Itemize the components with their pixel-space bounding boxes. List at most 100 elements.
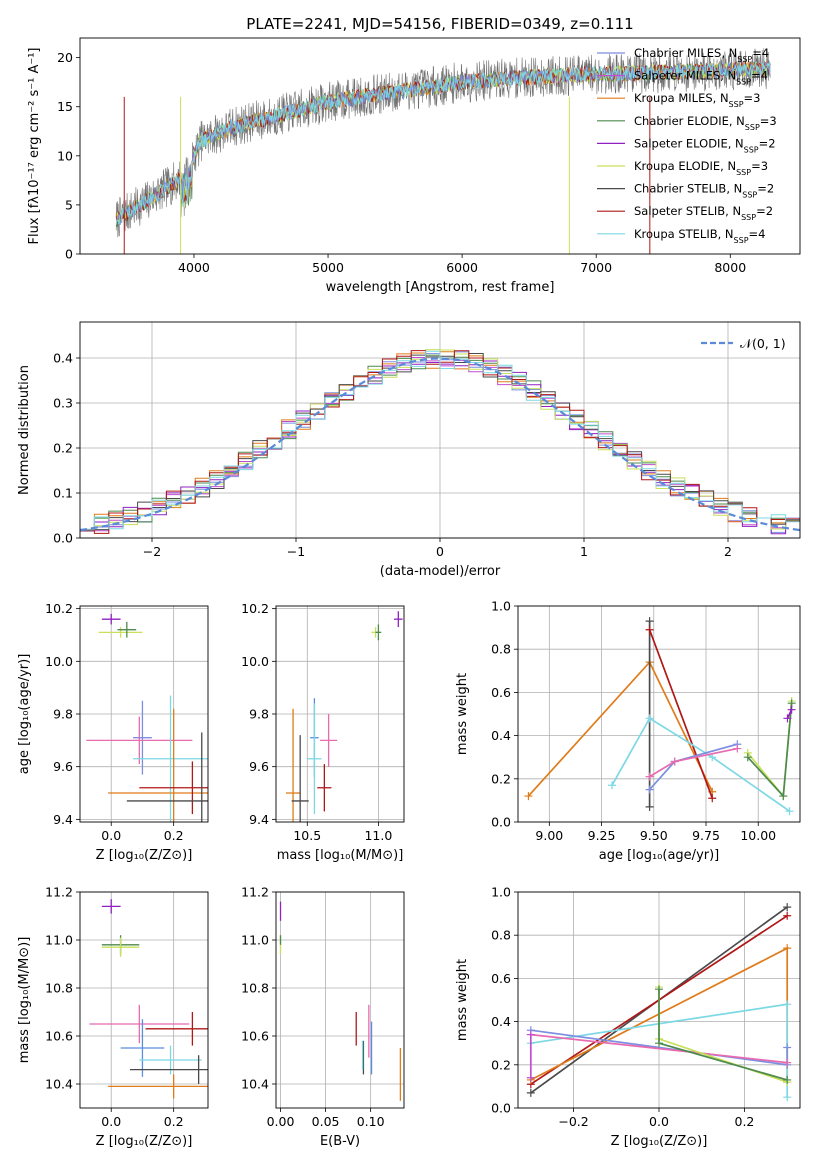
x-tick-label: 0.10: [357, 1114, 385, 1129]
weight-marker: [526, 1073, 535, 1082]
point-krou_elodie: [98, 627, 143, 638]
y-tick-label: 11.2: [45, 885, 73, 900]
spectrum-legend: Chabrier MILES, NSSP=4 Salpeter MILES, NS…: [597, 46, 777, 244]
weight-series-krou_stelib: [611, 717, 791, 812]
y-tick-label: 0.0: [491, 815, 511, 830]
point-chab_miles: [133, 700, 152, 775]
x-axis-label: (data-model)/error: [380, 564, 501, 579]
y-tick-label: 9.4: [53, 812, 73, 827]
y-tick-label: 10.2: [241, 601, 269, 616]
y-tick-label: 1.0: [491, 599, 511, 614]
plot-area: [285, 611, 403, 822]
grid: [276, 891, 404, 1108]
x-axis-label: Z [log₁₀(Z/Z⊙)]: [611, 1134, 708, 1149]
point-krou_miles: [108, 1074, 208, 1099]
y-tick-label: 0.6: [491, 685, 511, 700]
x-tick-label: 0.2: [164, 1114, 184, 1129]
figure-title: PLATE=2241, MJD=54156, FIBERID=0349, z=0…: [246, 15, 633, 33]
y-tick-label: 10.8: [45, 981, 73, 996]
plot-area: [89, 899, 208, 1099]
y-axis-label: age [log₁₀(age/yr)]: [17, 654, 32, 775]
axes: 10.5 11.0 9.4 9.6 9.8 10.0 10.2 mass [log₁₀(M/M…: [241, 601, 405, 863]
x-tick-label: −1: [287, 544, 305, 559]
panel-age_vs_mass: 10.5 11.0 9.4 9.6 9.8 10.0 10.2 mass [log₁₀(M/M…: [241, 601, 405, 863]
x-tick-label: 0.0: [101, 1114, 121, 1129]
point-salp_stelib: [145, 1012, 208, 1046]
weight-marker: [526, 1030, 535, 1039]
weight-marker: [783, 1058, 792, 1067]
y-tick-label: 10.2: [45, 601, 73, 616]
point-krou_stelib: [307, 703, 322, 815]
weight-marker: [785, 807, 794, 816]
plot-area: [524, 617, 796, 816]
plot-area: [526, 903, 792, 1102]
point-salp_elodie: [394, 611, 403, 628]
weight-series-salp_elodie: [786, 709, 793, 719]
y-tick-label: 10.8: [241, 981, 269, 996]
axes: 4000 5000 6000 7000 8000 0 5 10 15 20 wavelength […: [27, 37, 801, 295]
point-chab_stelib: [126, 732, 208, 822]
point-salp_stelib: [139, 761, 208, 815]
weight-marker: [783, 903, 792, 912]
y-tick-label: 10.4: [45, 1077, 73, 1092]
x-tick-label: 0.0: [101, 828, 121, 843]
x-tick-label: 9.25: [588, 828, 616, 843]
weight-marker: [526, 1088, 535, 1097]
plot-area: [80, 349, 800, 535]
point-chab_elodie: [117, 621, 137, 638]
point-krou_miles: [108, 708, 208, 822]
y-axis-label: mass [log₁₀(M/M⊙)]: [17, 937, 32, 1064]
y-tick-label: 0.2: [491, 1057, 511, 1072]
weight-marker: [783, 1075, 792, 1084]
x-tick-label: 11.0: [364, 828, 392, 843]
x-tick-label: 4000: [178, 260, 210, 275]
y-tick-label: 0.8: [491, 642, 511, 657]
point-chab_stelib: [129, 1055, 208, 1084]
y-tick-label: 0.0: [53, 531, 73, 546]
weight-marker: [743, 753, 752, 762]
x-tick-label: 0.2: [164, 828, 184, 843]
x-tick-label: −0.2: [558, 1114, 588, 1129]
x-tick-label: 0.2: [735, 1114, 755, 1129]
panel-age_vs_Z: 0.0 0.2 9.4 9.6 9.8 10.0 10.2 Z [log₁₀(Z/Z⊙)] ag…: [17, 601, 209, 863]
legend-label-chab_miles: Chabrier MILES, NSSP=4: [634, 46, 769, 64]
weight-marker: [655, 985, 663, 994]
weight-marker: [783, 1093, 792, 1102]
y-tick-label: 9.6: [53, 759, 73, 774]
point-salp_elodie: [101, 899, 121, 914]
x-axis-label: mass [log₁₀(M/M⊙)]: [277, 848, 404, 863]
weight-marker: [645, 785, 654, 794]
y-tick-label: 10.6: [241, 1029, 269, 1044]
point-chab_stelib: [291, 735, 309, 822]
y-tick-label: 0.0: [491, 1101, 511, 1116]
y-axis-label: Normed distribution: [17, 365, 32, 495]
weight-marker: [783, 944, 792, 953]
weight-series-chab_elodie: [747, 703, 793, 799]
point-pink: [320, 714, 338, 767]
weight-marker: [783, 911, 792, 920]
y-tick-label: 9.6: [249, 759, 269, 774]
weight-marker: [708, 794, 717, 803]
y-axis-label: Flux [fλ10⁻¹⁷ erg cm⁻² s⁻¹ A⁻¹]: [27, 48, 42, 245]
axes-frame: [275, 891, 405, 1109]
x-tick-label: 9.75: [692, 828, 720, 843]
plot-area: [115, 48, 771, 254]
legend-label-salp_miles: Salpeter MILES, NSSP=4: [634, 69, 768, 87]
axes: 0.0 0.2 9.4 9.6 9.8 10.0 10.2 Z [log₁₀(Z/Z⊙)] ag…: [17, 601, 209, 863]
x-tick-label: 1: [580, 544, 588, 559]
x-tick-label: 0: [436, 544, 444, 559]
y-axis-label: mass weight: [455, 673, 470, 755]
x-axis-label: wavelength [Angstrom, rest frame]: [326, 280, 555, 295]
axes-frame: [79, 891, 209, 1109]
y-tick-label: 0: [65, 247, 73, 262]
panel-residuals: −2 −1 0 1 2 0.0 0.1 0.2 0.3 0.4 (data-model)/error…: [17, 321, 801, 579]
y-tick-label: 0.2: [491, 771, 511, 786]
residual-hist-krou_elodie: [80, 349, 800, 531]
y-tick-label: 0.1: [53, 486, 73, 501]
normal-curve: [80, 357, 800, 532]
panel-spectrum: 4000 5000 6000 7000 8000 0 5 10 15 20 wavelength […: [27, 37, 801, 295]
y-tick-label: 0.3: [53, 396, 73, 411]
y-tick-label: 20: [57, 50, 73, 65]
y-tick-label: 9.8: [53, 707, 73, 722]
panel-mass_weight_vs_Z: −0.2 0.0 0.2 0.0 0.2 0.4 0.6 0.8 1.0 Z [log₁₀(Z/Z…: [455, 885, 801, 1149]
